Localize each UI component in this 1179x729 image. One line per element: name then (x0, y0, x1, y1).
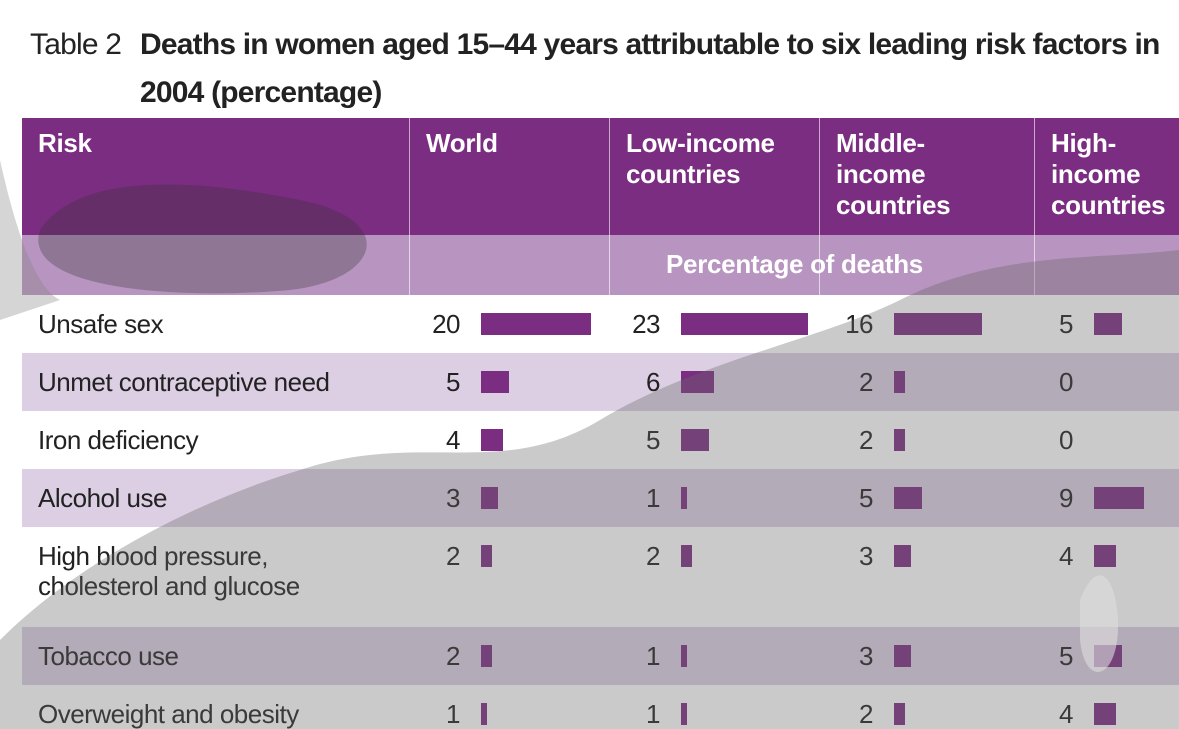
value: 4 (1059, 699, 1073, 729)
table-title: Deaths in women aged 15–44 years attribu… (140, 28, 1160, 61)
row (22, 295, 1179, 353)
value: 3 (859, 541, 873, 571)
bar (481, 371, 509, 393)
value: 3 (859, 641, 873, 671)
value: 5 (1059, 641, 1073, 671)
value: 0 (1059, 425, 1073, 455)
column-header: High- income countries (1051, 128, 1166, 220)
bar (681, 313, 808, 335)
column-divider (609, 118, 610, 295)
value: 1 (646, 641, 660, 671)
bar (481, 545, 492, 567)
bar (1094, 545, 1116, 567)
column-divider (1034, 118, 1035, 295)
bar (681, 703, 687, 725)
value: 23 (632, 309, 660, 339)
value: 5 (1059, 309, 1073, 339)
bar (681, 545, 692, 567)
bar (1094, 487, 1144, 509)
column-divider (409, 118, 410, 295)
row (22, 527, 1179, 627)
risk-label: Alcohol use (38, 483, 167, 513)
value: 2 (446, 541, 460, 571)
value: 2 (859, 367, 873, 397)
bar (894, 429, 905, 451)
value: 5 (646, 425, 660, 455)
subheader-row (22, 235, 1179, 295)
bar (894, 371, 905, 393)
bar (481, 703, 487, 725)
column-header: Risk (38, 128, 92, 158)
value: 9 (1059, 483, 1073, 513)
bar (894, 487, 922, 509)
header-row (22, 118, 1179, 235)
bar (481, 313, 591, 335)
risk-label: High blood pressure, cholesterol and glu… (38, 541, 300, 601)
value: 3 (446, 483, 460, 513)
column-header: World (426, 128, 498, 158)
row (22, 469, 1179, 527)
value: 0 (1059, 367, 1073, 397)
row (22, 353, 1179, 411)
risk-label: Overweight and obesity (38, 699, 299, 729)
bar (681, 645, 687, 667)
value: 4 (446, 425, 460, 455)
bar (681, 371, 714, 393)
bar (894, 313, 982, 335)
value: 2 (646, 541, 660, 571)
column-header: Low-income countries (626, 128, 775, 189)
risk-label: Unmet contraceptive need (38, 367, 330, 397)
row (22, 627, 1179, 685)
value: 6 (646, 367, 660, 397)
risk-label: Tobacco use (38, 641, 179, 671)
value: 5 (859, 483, 873, 513)
bar (681, 487, 687, 509)
table-title: 2004 (percentage) (140, 76, 382, 109)
value: 16 (845, 309, 873, 339)
bar (681, 429, 709, 451)
table-label: Table 2 (30, 28, 122, 61)
value: 20 (432, 309, 460, 339)
bar (894, 703, 905, 725)
column-header: Middle- income countries (836, 128, 951, 220)
bar (1094, 645, 1122, 667)
risk-label: Iron deficiency (38, 425, 199, 455)
value: 2 (859, 699, 873, 729)
bar (481, 645, 492, 667)
bar (894, 645, 911, 667)
value: 1 (646, 699, 660, 729)
risk-label: Unsafe sex (38, 309, 164, 339)
value: 1 (446, 699, 460, 729)
bar (894, 545, 911, 567)
row (22, 411, 1179, 469)
table: Risk World Low-income countries Middle- inc… (22, 118, 1179, 729)
row (22, 685, 1179, 729)
bar (481, 487, 498, 509)
column-divider (819, 118, 820, 295)
value: 5 (446, 367, 460, 397)
bar (481, 429, 503, 451)
subheader: Percentage of deaths (666, 249, 923, 279)
value: 4 (1059, 541, 1073, 571)
value: 1 (646, 483, 660, 513)
value: 2 (859, 425, 873, 455)
bar (1094, 703, 1116, 725)
value: 2 (446, 641, 460, 671)
bar (1094, 313, 1122, 335)
